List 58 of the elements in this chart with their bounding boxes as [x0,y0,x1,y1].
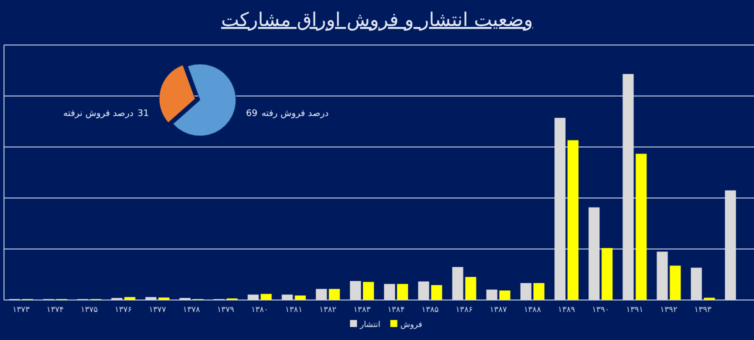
bar [397,284,408,300]
x-tick-label: ۱۳۷۸ [182,305,201,314]
x-tick-label: ۱۳۷۳ [12,305,30,314]
x-tick-label: ۱۳۹۱ [626,305,644,314]
bar [362,282,374,300]
x-tick-label: ۱۳۹۰ [592,305,610,314]
x-tick-label: ۱۳۸۹ [558,305,576,314]
bar [316,288,327,300]
x-tick-label: ۱۳۷۷ [148,305,167,314]
legend-label: فروش [400,320,422,329]
bar [465,276,476,300]
x-tick-label: ۱۳۹۲ [660,305,678,314]
x-tick-label: ۱۳۸۸ [524,305,542,314]
bar [384,284,396,300]
bar [294,295,306,300]
bar [554,118,566,300]
bar [282,294,293,300]
bar [588,207,600,300]
x-tick-label: ۱۳۸۶ [456,305,473,314]
bar [568,140,578,300]
bar [636,154,647,300]
bar [350,281,361,300]
x-tick-label: ۱۳۸۰ [251,305,268,314]
data-label: 31 [138,109,149,119]
slice-label: درصد فروش رفته [261,109,329,119]
bar [690,268,702,300]
bar [452,267,464,300]
bar [520,283,532,300]
bar [602,248,613,300]
bar [248,294,259,300]
x-tick-label: ۱۳۸۴ [387,305,405,314]
x-tick-label: ۱۳۷۵ [80,305,98,314]
x-tick-label: ۱۳۷۹ [216,305,234,314]
x-tick-label: ۱۳۸۳ [353,305,372,314]
x-tick-label: ۱۳۷۶ [114,305,132,314]
bar [145,297,156,300]
data-label: 69 [246,109,258,119]
bar [622,74,634,300]
chart-title: وضعیت انتشار و فروش اوراق مشارکت [221,9,533,31]
bar [533,283,544,300]
bar [656,252,668,300]
bar [124,297,136,300]
slice-label: درصد فروش نرفته [63,109,134,119]
bar [499,290,510,300]
bar [431,285,442,300]
x-tick-label: ۱۳۸۷ [490,305,508,314]
x-tick-label: ۱۳۸۲ [319,305,336,314]
bar [670,266,681,300]
x-tick-label: ۱۳۷۴ [46,305,64,314]
bar [724,190,736,300]
legend-label: انتشار [359,320,380,329]
x-tick-label: ۱۳۹۳ [694,305,712,314]
x-tick-label: ۱۳۸۵ [422,305,439,314]
bar [418,281,430,300]
bar [328,288,340,300]
bar [486,290,498,300]
x-tick-label: ۱۳۸۱ [285,305,302,314]
bar [260,294,272,300]
